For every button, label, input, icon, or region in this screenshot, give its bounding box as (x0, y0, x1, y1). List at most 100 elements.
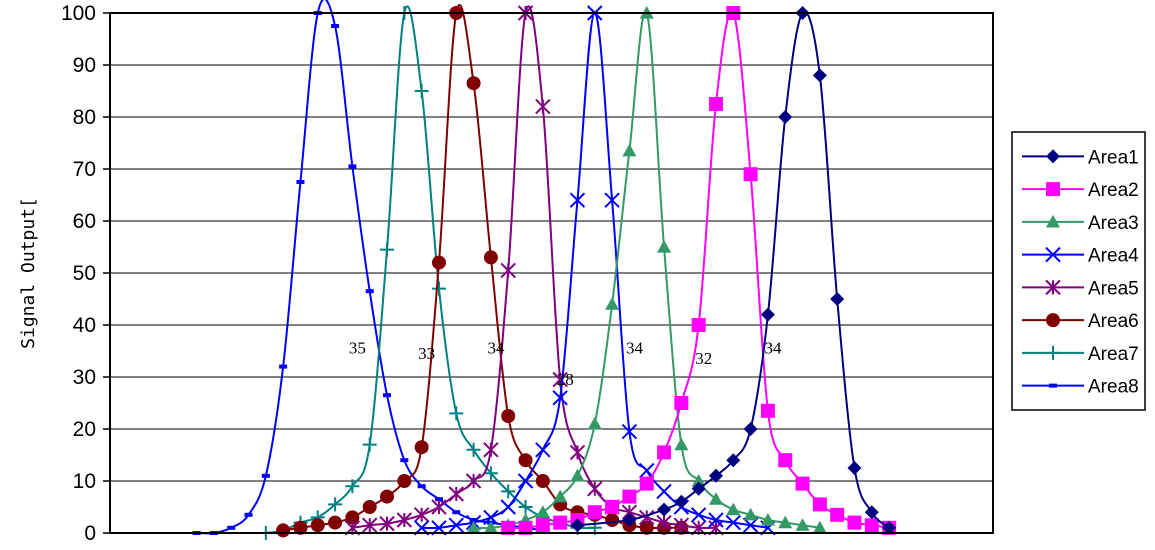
series-area6 (276, 3, 689, 538)
data-point-area5-17 (639, 509, 655, 526)
data-point-area7-10 (431, 281, 446, 296)
data-point-area4-16 (690, 507, 707, 523)
data-point-area1-11 (812, 68, 827, 83)
data-point-area8-13 (417, 484, 426, 489)
legend: Area1 Area2 Area3 Area4 Area5 Area6 Area7 Area8 (1011, 131, 1146, 411)
legend-item-area2: Area2 (1022, 180, 1139, 201)
data-point-area3-19 (795, 518, 810, 531)
y-tick-label: 60 (73, 210, 96, 233)
data-point-area1-9 (778, 110, 793, 124)
legend-marker (1046, 182, 1060, 197)
data-point-area3-17 (760, 513, 775, 526)
legend-label: Area6 (1088, 311, 1139, 332)
data-point-area1-7 (743, 422, 758, 436)
data-point-area2-8 (639, 476, 654, 491)
legend-label: Area4 (1088, 246, 1139, 267)
data-point-area1-15 (882, 520, 897, 535)
data-point-area1-6 (726, 453, 741, 468)
data-point-area7-6 (362, 437, 377, 452)
data-point-area1-0 (570, 518, 585, 533)
data-point-area6-7 (397, 474, 412, 488)
data-point-area2-5 (587, 505, 602, 520)
data-point-area5-4 (413, 507, 430, 523)
data-point-area2-0 (501, 520, 516, 535)
data-point-area6-2 (310, 518, 325, 533)
legend-label: Area7 (1088, 344, 1139, 365)
data-point-area4-18 (725, 514, 742, 531)
data-point-area1-2 (657, 502, 672, 517)
legend-label: Area1 (1088, 147, 1139, 168)
data-point-area2-3 (553, 515, 568, 530)
legend-marker (1046, 214, 1060, 228)
data-point-area3-9 (622, 143, 637, 157)
y-tick-label: 80 (73, 106, 96, 129)
data-point-area1-8 (760, 307, 775, 322)
data-point-area8-2 (227, 525, 236, 530)
data-point-area4-5 (500, 499, 516, 515)
legend-box (1011, 131, 1146, 411)
data-point-area2-1 (518, 520, 533, 535)
legend-label: Area5 (1088, 278, 1139, 299)
annotation-label: 32 (695, 349, 712, 368)
data-point-area7-9 (414, 84, 429, 98)
data-point-area8-16 (469, 518, 478, 522)
data-point-area1-5 (708, 468, 723, 483)
data-point-area4-11 (604, 192, 620, 208)
data-point-area6-5 (362, 500, 377, 514)
y-tick-label: 0 (84, 522, 96, 545)
data-point-area7-7 (380, 242, 395, 257)
data-point-area6-14 (518, 453, 533, 468)
data-point-area6-8 (414, 440, 429, 455)
data-point-area1-3 (674, 494, 689, 509)
data-point-area8-12 (400, 458, 409, 463)
annotation-label: 33 (418, 344, 435, 363)
data-point-area3-20 (812, 520, 827, 534)
legend-marker (1045, 279, 1061, 296)
data-point-area8-3 (244, 512, 253, 517)
legend-label: Area8 (1088, 377, 1139, 398)
annotation-label: 34 (487, 339, 505, 358)
y-axis-label: Signal Output[ (18, 197, 39, 349)
data-point-area4-4 (483, 509, 499, 526)
annotation-label: 28 (557, 370, 574, 389)
y-tick-label: 10 (73, 470, 96, 493)
data-point-area2-2 (535, 518, 550, 533)
data-point-area5-12 (552, 371, 568, 388)
data-point-area7-11 (449, 406, 464, 421)
legend-marker (1046, 345, 1060, 360)
data-point-area3-15 (726, 502, 741, 516)
gridlines (110, 64, 993, 482)
legend-item-area3: Area3 (1022, 213, 1139, 234)
legend-label: Area2 (1088, 180, 1139, 201)
data-point-area4-2 (448, 517, 464, 533)
data-point-area5-3 (396, 512, 413, 528)
data-point-area7-4 (328, 497, 343, 512)
data-point-area6-0 (276, 523, 291, 538)
data-point-area2-12 (708, 97, 723, 111)
y-tick-label: 50 (73, 262, 96, 285)
data-point-area4-12 (621, 423, 638, 440)
legend-item-area7: Area7 (1022, 344, 1139, 365)
y-tick-label: 70 (73, 158, 96, 181)
data-point-area3-0 (466, 520, 481, 534)
data-point-area8-15 (452, 510, 461, 515)
data-point-area2-7 (622, 489, 637, 504)
data-point-area5-18 (656, 514, 672, 531)
data-point-area3-7 (587, 416, 602, 430)
data-point-area2-6 (605, 500, 620, 514)
data-point-area7-5 (345, 479, 360, 494)
data-point-area2-9 (657, 445, 672, 460)
plot-border (109, 12, 994, 534)
data-point-area3-16 (743, 507, 758, 521)
y-axis-ticks: 0 10 20 30 40 50 60 70 80 90 100 (61, 2, 110, 545)
data-point-area2-18 (812, 497, 827, 512)
data-point-area3-14 (708, 492, 723, 505)
data-point-area7-12 (466, 442, 481, 457)
data-point-area6-21 (639, 520, 654, 535)
data-point-area5-9 (500, 262, 516, 279)
legend-item-area6: Area6 (1022, 311, 1139, 332)
data-point-area4-17 (708, 512, 724, 528)
data-point-area4-8 (552, 390, 568, 406)
data-point-area5-5 (431, 499, 447, 515)
